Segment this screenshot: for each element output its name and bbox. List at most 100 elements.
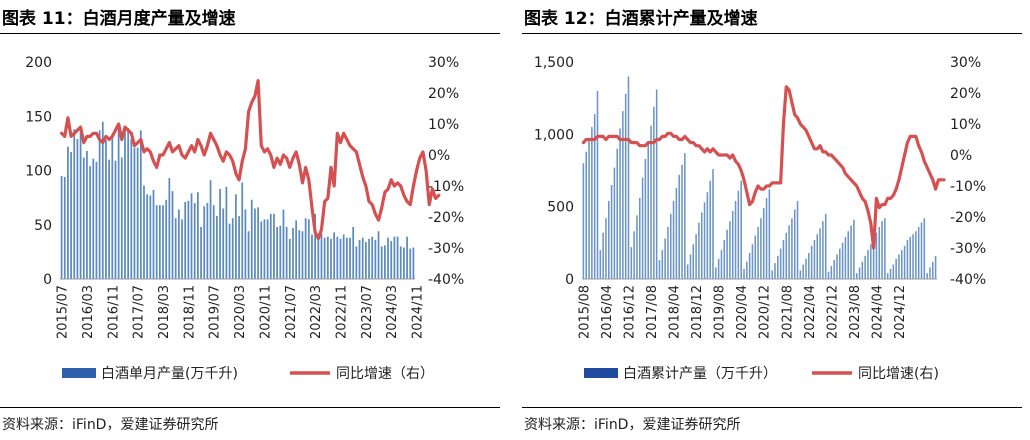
x-tick-label: 2017/08 <box>645 285 660 339</box>
title-rule <box>522 33 1022 34</box>
bar <box>771 270 773 279</box>
bar <box>285 226 288 279</box>
growth-line <box>59 78 441 241</box>
bar <box>827 271 830 279</box>
y-right-tick-label: -30% <box>428 241 464 257</box>
bar <box>63 177 66 279</box>
legend-bar-swatch <box>584 368 618 378</box>
source-note: 资料来源：iFinD，爱建证券研究所 <box>2 417 219 433</box>
bar <box>723 239 726 279</box>
bar <box>212 205 215 279</box>
bar <box>875 232 878 279</box>
bar <box>82 157 85 279</box>
bar <box>67 146 69 279</box>
bar <box>633 231 635 279</box>
bar <box>861 261 864 279</box>
x-tick-label: 2023/07 <box>360 285 375 339</box>
bar <box>802 264 804 279</box>
bar <box>149 195 152 279</box>
bar <box>686 264 689 279</box>
bar <box>932 261 934 279</box>
x-tick-label: 2020/12 <box>758 285 773 339</box>
x-tick-label: 2020/03 <box>233 285 248 339</box>
bar <box>266 219 269 279</box>
bar <box>796 200 799 279</box>
bar <box>596 90 599 280</box>
x-tick-label: 2024/12 <box>893 285 908 339</box>
bar <box>593 114 596 279</box>
bar <box>155 205 158 279</box>
bar <box>768 189 771 279</box>
bar <box>638 197 641 279</box>
bar <box>396 236 399 279</box>
bar <box>127 128 130 279</box>
bar <box>912 234 914 279</box>
y-right-tick-label: 0% <box>428 148 450 164</box>
bar <box>675 187 678 279</box>
x-tick-label: 2020/11 <box>258 285 273 339</box>
bar <box>850 225 852 279</box>
bar <box>326 236 329 279</box>
bar <box>200 226 202 279</box>
x-tick-label: 2022/11 <box>335 285 350 339</box>
chart-title: 图表 12：白酒累计产量及增速 <box>524 9 758 29</box>
bar <box>288 238 291 279</box>
bar <box>709 180 711 279</box>
y-left-tick-label: 0 <box>43 272 52 288</box>
bar <box>740 180 742 279</box>
bar <box>734 200 737 279</box>
x-tick-label: 2015/07 <box>56 285 71 339</box>
bar <box>867 250 869 279</box>
y-left-tick-label: 1,000 <box>534 127 574 143</box>
bar <box>70 152 72 279</box>
bar <box>582 163 585 279</box>
y-right-tick-label: -20% <box>950 210 986 226</box>
bar <box>228 223 231 279</box>
bar <box>833 260 835 279</box>
bar <box>165 199 168 279</box>
bar <box>314 213 317 279</box>
bar <box>311 234 313 279</box>
bar <box>222 208 225 279</box>
bar <box>133 147 136 279</box>
y-right-tick-label: -40% <box>950 272 986 288</box>
bar <box>219 188 221 279</box>
y-left-tick-label: 0 <box>565 272 574 288</box>
bar <box>644 158 647 279</box>
bar <box>847 231 850 279</box>
bar <box>664 238 666 279</box>
bar <box>409 248 412 279</box>
bar <box>79 132 82 279</box>
bar <box>785 232 788 279</box>
bar <box>387 237 389 279</box>
x-tick-label: 2021/08 <box>780 285 795 339</box>
source-rule <box>0 407 500 408</box>
x-tick-label: 2017/07 <box>132 285 147 339</box>
y-right-tick-label: -30% <box>950 241 986 257</box>
bar <box>320 233 323 279</box>
bar <box>244 209 247 279</box>
bar <box>647 141 649 279</box>
chart-panel-monthly: 图表 11：白酒月度产量及增速 0 50 100 150 200 -40% -30% -20%… <box>0 0 505 440</box>
bar <box>689 254 692 279</box>
y-right-tick-label: 0% <box>950 148 972 164</box>
bar <box>263 219 266 279</box>
bar <box>915 231 917 279</box>
bar <box>636 215 638 279</box>
bar <box>98 130 101 279</box>
bar <box>830 265 833 279</box>
bar <box>706 192 709 279</box>
bar <box>746 261 748 279</box>
bar <box>171 191 174 279</box>
x-tick-label: 2016/04 <box>600 285 615 339</box>
bar <box>889 268 892 279</box>
bar <box>86 150 88 279</box>
bar <box>365 242 367 279</box>
bar <box>403 247 405 279</box>
bar <box>793 209 796 279</box>
bar <box>203 206 206 279</box>
bar <box>698 222 700 279</box>
bar <box>73 129 76 279</box>
bar <box>602 232 604 279</box>
x-tick-label: 2018/12 <box>690 285 705 339</box>
